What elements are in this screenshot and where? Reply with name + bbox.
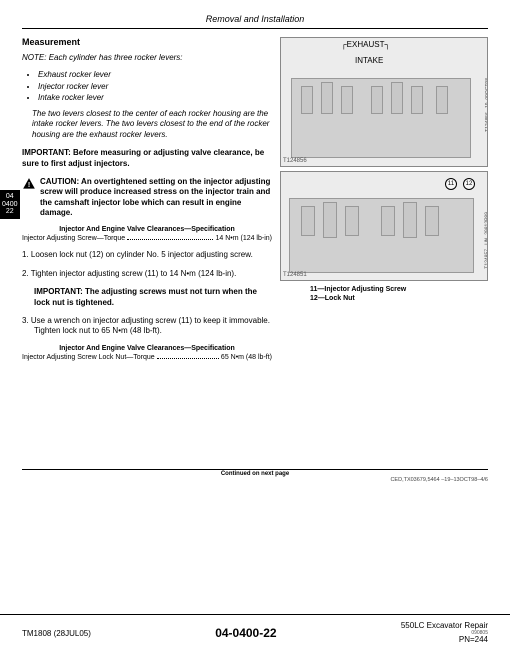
figure-ref-2: T124851 [283,272,307,278]
step-3: 3. Use a wrench on injector adjusting sc… [22,316,272,337]
intake-label: INTAKE [355,56,383,65]
figure-2: 11 12 T124851 T124857 –UN–29812P89 [280,171,488,281]
important-block: IMPORTANT: Before measuring or adjusting… [22,148,272,169]
important-block-2: IMPORTANT: The adjusting screws must not… [22,287,272,308]
callout-11: 11 [445,178,457,190]
caution-icon: ! [22,177,36,219]
footer-left: TM1808 (28JUL05) [22,629,91,638]
side-tab-l3: 22 [2,208,18,216]
doc-reference: CED,TX03679,5464 –19–13OCT98–4/6 [22,477,488,483]
callout-12: 12 [463,178,475,190]
caution-text: CAUTION: An overtightened setting on the… [40,177,272,219]
footer-page-num: PN=244 [401,636,488,645]
intake-text: INTAKE [355,56,383,65]
figure-legend: 11—Injector Adjusting Screw 12—Lock Nut [310,285,488,303]
important-label: IMPORTANT: [34,287,83,296]
bullet-list: Exhaust rocker lever Injector rocker lev… [38,69,272,103]
side-tab-l1: 04 [2,193,18,201]
figure-column: ┌EXHAUST┐ INTAKE T124856 T124856 –19–09O… [280,37,488,369]
note-para: The two levers closest to the center of … [32,109,272,140]
note-lead: NOTE: [22,53,46,62]
figure-side-ref-2: T124857 –UN–29812P89 [485,212,488,269]
step-2: 2. Tighten injector adjusting screw (11)… [22,269,272,279]
spec-dots [127,233,213,240]
spec-heading-2: Injector And Engine Valve Clearances—Spe… [22,345,272,352]
side-tab: 04 0400 22 [0,190,20,219]
text-column: Measurement NOTE: Each cylinder has thre… [22,37,272,369]
bullet-item: Exhaust rocker lever [38,69,272,80]
svg-text:!: ! [28,182,30,189]
side-tab-l2: 0400 [2,201,18,209]
footer-right: 550LC Excavator Repair 090805 PN=244 [401,622,488,645]
section-title: Measurement [22,37,272,47]
spec-row: Injector Adjusting Screw—Torque 14 N•m (… [22,235,272,242]
step-1: 1. Loosen lock nut (12) on cylinder No. … [22,250,272,260]
bullet-item: Intake rocker lever [38,92,272,103]
continued-next-page: Continued on next page [22,469,488,477]
legend-12: 12—Lock Nut [310,294,488,303]
spec-heading: Injector And Engine Valve Clearances—Spe… [22,226,272,233]
figure-side-ref: T124856 –19–09OCT98 [485,78,488,132]
page-footer: TM1808 (28JUL05) 04-0400-22 550LC Excava… [22,622,488,645]
spec-value: 14 N•m (124 lb-in) [215,235,272,242]
caution-label: CAUTION: [40,177,79,186]
exhaust-text: EXHAUST [347,40,385,49]
note: NOTE: Each cylinder has three rocker lev… [22,53,272,63]
spec-dots [157,352,219,359]
spec-row-2: Injector Adjusting Screw Lock Nut—Torque… [22,354,272,361]
page-header: Removal and Installation [22,14,488,29]
exhaust-label: ┌EXHAUST┐ [341,40,390,49]
footer-center: 04-0400-22 [215,626,276,640]
figure-1: ┌EXHAUST┐ INTAKE T124856 T124856 –19–09O… [280,37,488,167]
important-label: IMPORTANT: [22,148,71,157]
legend-11: 11—Injector Adjusting Screw [310,285,488,294]
figure-ref: T124856 [283,158,307,164]
bullet-item: Injector rocker lever [38,81,272,92]
caution-block: ! CAUTION: An overtightened setting on t… [22,177,272,219]
note-text: Each cylinder has three rocker levers: [49,53,183,62]
spec-label: Injector Adjusting Screw—Torque [22,235,125,242]
spec-value: 65 N•m (48 lb-ft) [221,354,272,361]
spec-label: Injector Adjusting Screw Lock Nut—Torque [22,354,155,361]
